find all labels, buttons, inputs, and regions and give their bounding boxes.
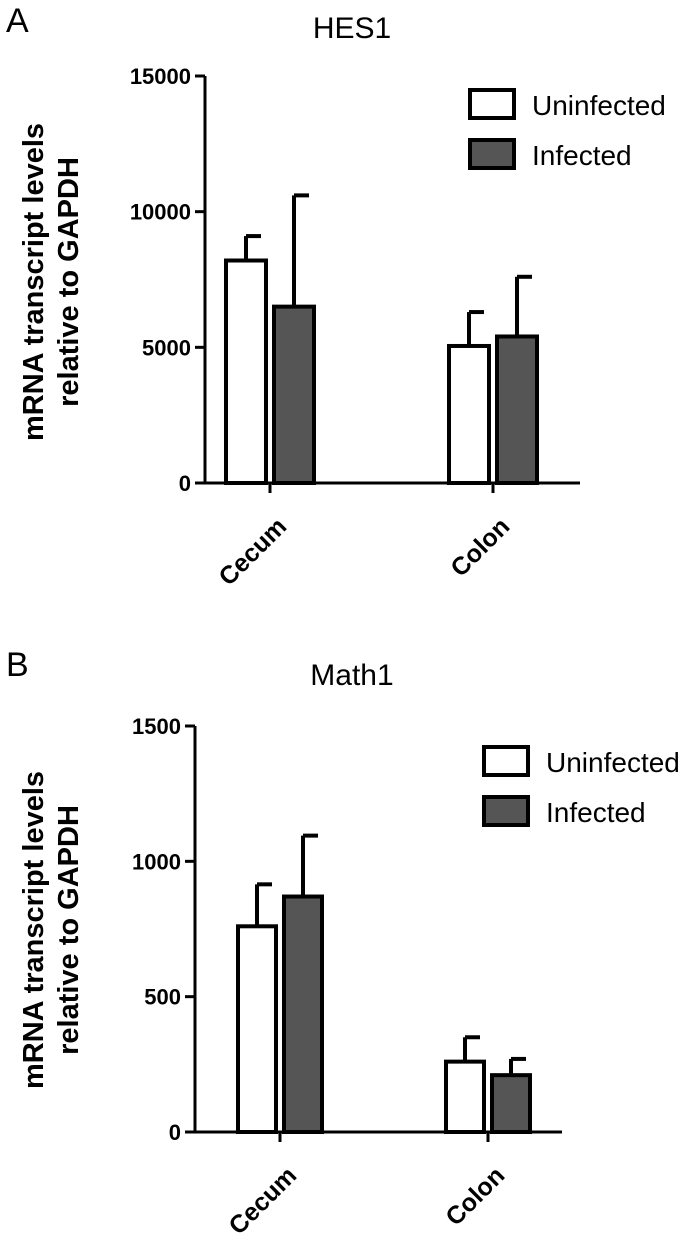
x-tick-label-cecum: Cecum <box>213 512 292 591</box>
y-axis-label-line: mRNA transcript levels <box>18 771 50 1089</box>
bar-uninfected-cecum <box>236 924 278 1134</box>
bar-uninfected-colon <box>447 343 491 485</box>
chart-title: Math1 <box>310 659 393 692</box>
legend-swatch-infected <box>468 138 516 170</box>
y-tick-label: 0 <box>179 471 191 496</box>
y-axis-label-line: relative to GAPDH <box>53 157 85 407</box>
y-tick-label: 15000 <box>130 64 191 89</box>
chart-title: HES1 <box>313 12 391 45</box>
x-tick-label-colon: Colon <box>440 1161 510 1231</box>
legend-swatch-uninfected <box>468 88 516 120</box>
legend-label-infected: Infected <box>532 140 632 171</box>
y-tick-label: 500 <box>144 985 181 1010</box>
legend-swatch-infected <box>482 795 530 827</box>
legend-label-uninfected: Uninfected <box>532 90 666 121</box>
y-tick-label: 5000 <box>142 335 191 360</box>
y-axis-label: mRNA transcript levels relative to GAPDH <box>18 123 85 441</box>
chart-panel-a: A HES1 mRNA transcript levels relative to G… <box>6 2 666 591</box>
x-tick-label-colon: Colon <box>445 512 515 582</box>
bar-infected-colon <box>495 334 539 486</box>
legend-label-infected: Infected <box>546 797 646 828</box>
bar-infected-colon <box>490 1073 532 1135</box>
y-tick-label: 1500 <box>132 714 181 739</box>
legend-swatch-uninfected <box>482 745 530 777</box>
y-tick-label: 10000 <box>130 200 191 225</box>
bar-infected-cecum <box>282 894 324 1135</box>
y-axis-label-line: relative to GAPDH <box>53 805 85 1055</box>
x-tick-label-cecum: Cecum <box>223 1161 302 1240</box>
bar-infected-cecum <box>272 304 316 485</box>
chart-panel-b: B Math1 mRNA transcript levels relative to … <box>6 646 680 1240</box>
y-tick-label: 0 <box>169 1120 181 1145</box>
y-axis-label: mRNA transcript levels relative to GAPDH <box>18 771 85 1089</box>
legend-label-uninfected: Uninfected <box>546 747 680 778</box>
y-axis-label-line: mRNA transcript levels <box>18 123 50 441</box>
bar-uninfected-colon <box>444 1059 486 1135</box>
panel-letter: A <box>6 2 29 40</box>
y-tick-label: 1000 <box>132 849 181 874</box>
bar-uninfected-cecum <box>224 258 268 485</box>
panel-letter: B <box>6 646 29 684</box>
